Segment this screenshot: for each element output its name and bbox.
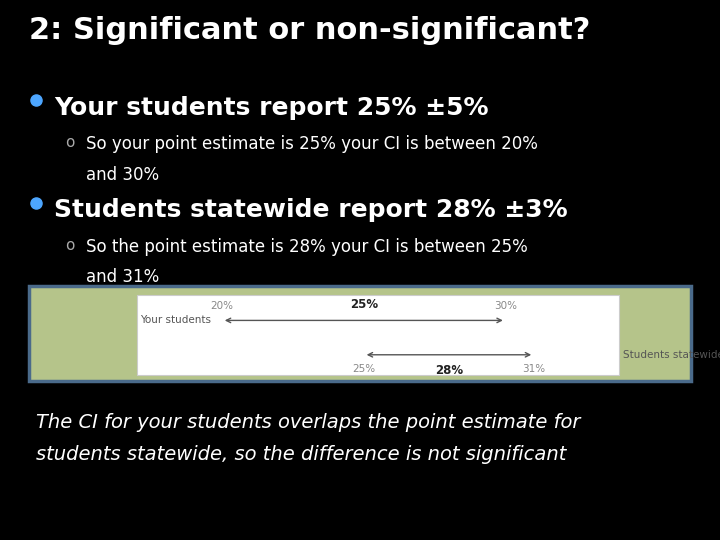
Text: So your point estimate is 25% your CI is between 20%: So your point estimate is 25% your CI is…	[86, 135, 539, 153]
Text: Your students: Your students	[140, 315, 212, 326]
Bar	[137, 295, 619, 375]
Text: 20%: 20%	[210, 301, 233, 310]
Text: Students statewide: Students statewide	[623, 350, 720, 360]
Text: and 31%: and 31%	[86, 268, 160, 286]
Text: 25%: 25%	[352, 364, 375, 375]
Text: 2: Significant or non-significant?: 2: Significant or non-significant?	[29, 16, 590, 45]
Text: 28%: 28%	[435, 364, 463, 377]
Text: The CI for your students overlaps the point estimate for: The CI for your students overlaps the po…	[36, 413, 580, 432]
Text: o: o	[65, 135, 74, 150]
Text: Students statewide report 28% ±3%: Students statewide report 28% ±3%	[54, 198, 567, 222]
Text: and 30%: and 30%	[86, 166, 160, 184]
Text: Your students report 25% ±5%: Your students report 25% ±5%	[54, 96, 488, 119]
Text: 30%: 30%	[494, 301, 517, 310]
Text: So the point estimate is 28% your CI is between 25%: So the point estimate is 28% your CI is …	[86, 238, 528, 255]
Text: o: o	[65, 238, 74, 253]
Text: 25%: 25%	[350, 298, 378, 310]
Bar	[29, 286, 691, 381]
Text: 31%: 31%	[523, 364, 546, 375]
Text: students statewide, so the difference is not significant: students statewide, so the difference is…	[36, 446, 567, 464]
